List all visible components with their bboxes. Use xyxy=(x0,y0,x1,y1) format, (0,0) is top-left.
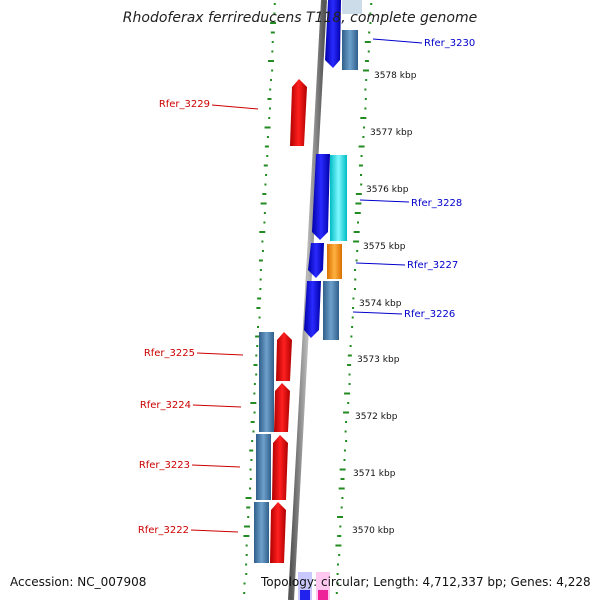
scale-label: 3573 kbp xyxy=(357,355,400,365)
gene-feature-faded xyxy=(342,0,362,14)
gene-rfer-3229-reverse xyxy=(290,79,307,146)
cds-block-steel xyxy=(259,332,274,432)
label-leader xyxy=(352,311,403,315)
scale-labels: 3578 kbp 3577 kbp 3576 kbp 3575 kbp 3574… xyxy=(352,71,417,536)
gene-label-rfer-3228: Rfer_3228 xyxy=(411,198,462,209)
gene-rfer-3226-forward xyxy=(304,281,321,338)
genome-title: Rhodoferax ferrireducens T118, complete … xyxy=(122,10,478,26)
label-leader xyxy=(355,262,406,266)
gene-rfer-3225-reverse xyxy=(276,332,292,381)
gc-track-right xyxy=(335,3,373,594)
cds-block-steel xyxy=(254,502,269,563)
scale-label: 3578 kbp xyxy=(374,71,417,81)
gene-label-rfer-3222: Rfer_3222 xyxy=(138,525,189,536)
cds-rfer-3227 xyxy=(327,244,342,279)
forward-gene-labels: Rfer_3230 Rfer_3228 Rfer_3227 Rfer_3226 xyxy=(352,38,475,320)
gc-track-left xyxy=(243,3,277,594)
scale-label: 3571 kbp xyxy=(353,469,396,479)
scale-label: 3572 kbp xyxy=(355,412,398,422)
reverse-gene-labels: Rfer_3229 Rfer_3225 Rfer_3224 Rfer_3223 … xyxy=(138,99,259,536)
scale-label: 3577 kbp xyxy=(370,128,413,138)
label-leader xyxy=(196,352,244,356)
cds-rfer-3226 xyxy=(323,281,339,340)
gene-feature-faded xyxy=(300,590,310,600)
label-leader xyxy=(372,38,423,44)
cds-block-steel xyxy=(256,434,271,500)
gene-label-rfer-3229: Rfer_3229 xyxy=(159,99,210,110)
genome-stats-text: Topology: circular; Length: 4,712,337 bp… xyxy=(261,575,591,589)
label-leader xyxy=(359,199,410,203)
label-leader xyxy=(192,404,242,408)
gene-rfer-3223-reverse xyxy=(272,435,288,500)
gene-rfer-3228-forward xyxy=(312,154,330,240)
scale-label: 3576 kbp xyxy=(366,185,409,195)
scale-label: 3574 kbp xyxy=(359,299,402,309)
label-leader xyxy=(191,464,241,468)
cds-rfer-3228 xyxy=(330,155,347,241)
cds-rfer-3230 xyxy=(342,30,358,70)
gene-rfer-3230-forward xyxy=(325,0,341,68)
gene-rfer-3224-reverse xyxy=(274,383,290,432)
gene-label-rfer-3230: Rfer_3230 xyxy=(424,38,475,49)
gene-label-rfer-3225: Rfer_3225 xyxy=(144,348,195,359)
gene-rfer-3222-reverse xyxy=(270,502,286,563)
gene-label-rfer-3224: Rfer_3224 xyxy=(140,400,191,411)
scale-label: 3570 kbp xyxy=(352,526,395,536)
scale-label: 3575 kbp xyxy=(363,242,406,252)
label-leader xyxy=(211,104,259,110)
gene-feature-faded xyxy=(318,590,328,600)
gene-label-rfer-3227: Rfer_3227 xyxy=(407,260,458,271)
gene-label-rfer-3223: Rfer_3223 xyxy=(139,460,190,471)
gene-label-rfer-3226: Rfer_3226 xyxy=(404,309,455,320)
gene-rfer-3227-forward xyxy=(308,243,324,278)
accession-text: Accession: NC_007908 xyxy=(10,575,147,589)
label-leader xyxy=(190,529,239,533)
